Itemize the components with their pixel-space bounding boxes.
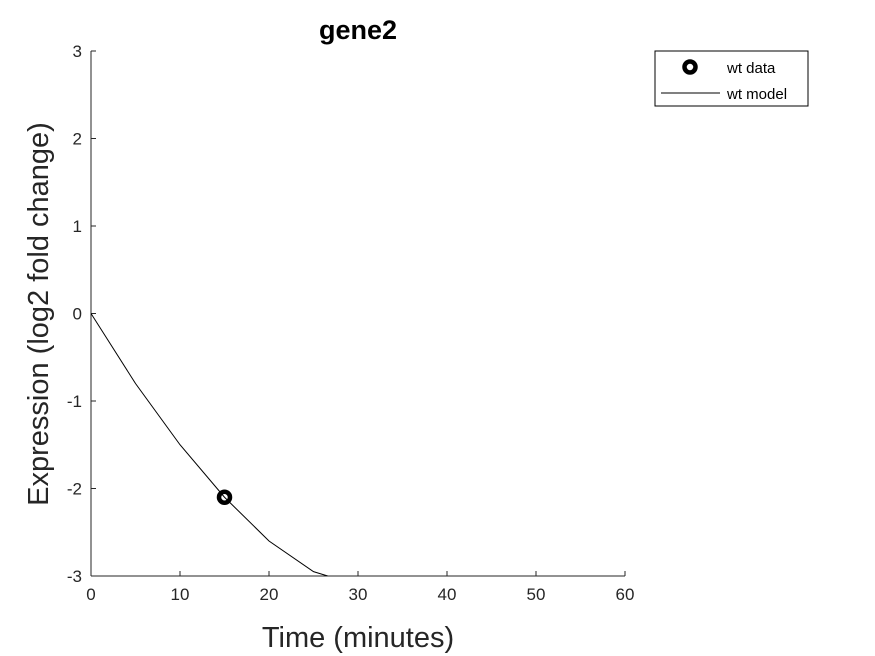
y-tick-label: 2 (73, 130, 82, 149)
series-layer (91, 313, 328, 576)
x-tick-label: 50 (527, 585, 546, 604)
x-axis-label: Time (minutes) (262, 622, 454, 654)
y-tick-label: 1 (73, 217, 82, 236)
x-tick-label: 10 (171, 585, 190, 604)
markers-layer (216, 489, 233, 505)
x-tick-label: 0 (86, 585, 95, 604)
chart-title: gene2 (319, 15, 397, 45)
x-tick-label: 20 (260, 585, 279, 604)
y-axis-label: Expression (log2 fold change) (23, 122, 55, 506)
x-tick-label: 40 (438, 585, 457, 604)
x-tick-label: 60 (616, 585, 635, 604)
legend-marker-icon (682, 59, 698, 75)
legend-box (654, 50, 809, 107)
y-tick-label: -2 (67, 480, 82, 499)
series-line-wt-model (91, 313, 328, 576)
y-tick-label: 0 (73, 305, 82, 324)
y-tick-label: -1 (67, 392, 82, 411)
x-tick-label: 30 (349, 585, 368, 604)
y-tick-label: 3 (73, 42, 82, 61)
y-tick-label: -3 (67, 567, 82, 586)
legend-label-wt-model: wt model (726, 86, 787, 103)
axes (90, 51, 625, 577)
legend: wt data wt model (654, 50, 809, 107)
legend-label-wt-data: wt data (726, 60, 776, 77)
data-point-wt (216, 489, 233, 505)
ticks: 0 10 20 30 40 50 60 -3 -2 -1 0 1 2 3 (67, 42, 635, 604)
